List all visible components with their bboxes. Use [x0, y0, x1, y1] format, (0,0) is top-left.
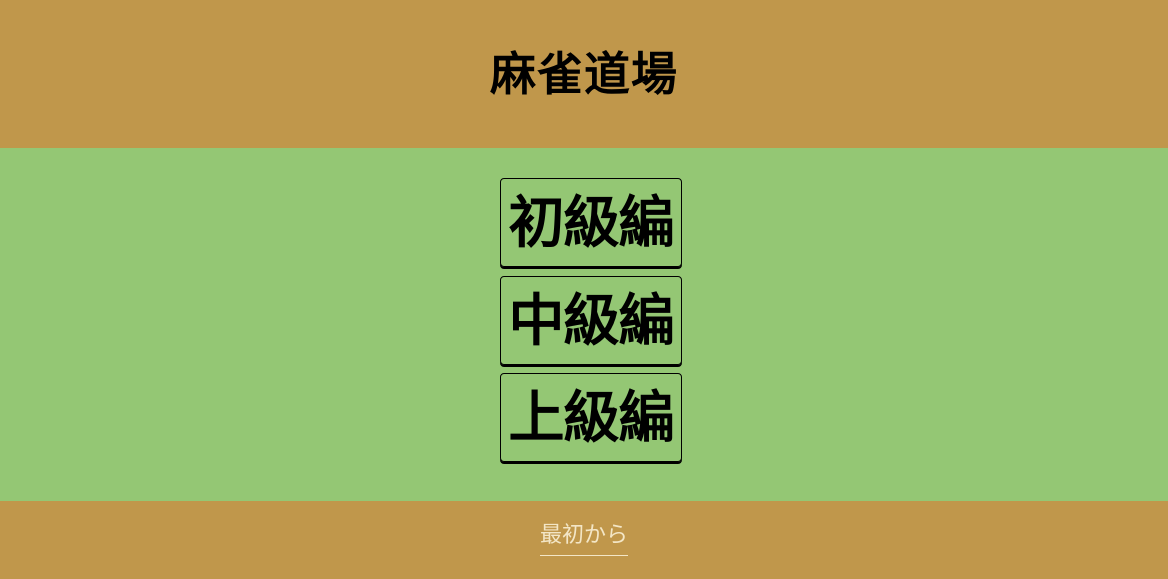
footer: 最初から [0, 501, 1168, 579]
advanced-level-label: 上級編 [508, 384, 675, 451]
page-title: 麻雀道場 [490, 47, 678, 101]
beginner-level-label: 初級編 [508, 189, 675, 256]
advanced-level-button[interactable]: 上級編 [500, 373, 682, 462]
level-select-area: 初級編 中級編 上級編 [0, 148, 1168, 501]
beginner-level-button[interactable]: 初級編 [500, 178, 682, 267]
restart-link[interactable]: 最初から [539, 521, 628, 556]
intermediate-level-button[interactable]: 中級編 [500, 276, 682, 365]
header: 麻雀道場 [0, 0, 1168, 148]
intermediate-level-label: 中級編 [508, 287, 675, 354]
